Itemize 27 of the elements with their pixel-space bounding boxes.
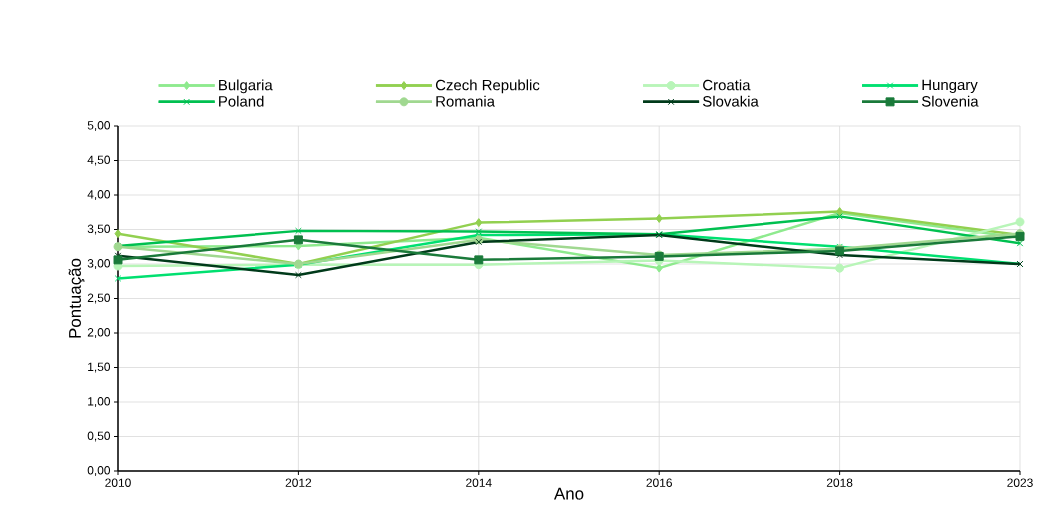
- y-tick-label: 5,00: [87, 121, 111, 131]
- y-tick-label: 2,50: [87, 293, 111, 304]
- y-tick-label: 2,00: [87, 328, 111, 338]
- y-axis-title: Pontuação: [68, 258, 85, 338]
- legend-label: Czech Republic: [435, 79, 540, 94]
- x-tick-label: 2023: [1007, 478, 1033, 487]
- legend-label: Slovenia: [921, 95, 979, 107]
- x-tick-label: 2018: [826, 478, 853, 487]
- x-tick-label: 2016: [646, 478, 672, 487]
- x-tick-label: 2014: [466, 478, 492, 487]
- x-tick-label: 2012: [285, 478, 312, 487]
- y-tick-label: 1,00: [88, 397, 111, 407]
- legend-label: Croatia: [703, 79, 751, 91]
- y-tick-label: 3,00: [87, 259, 111, 269]
- legend-label: Poland: [219, 95, 264, 107]
- x-axis-title: Ano: [553, 487, 584, 500]
- legend-label: Bulgaria: [219, 79, 273, 94]
- y-tick-label: 0,00: [87, 466, 111, 476]
- y-tick-label: 3,50: [87, 224, 111, 235]
- y-tick-label: 0,50: [87, 431, 111, 442]
- legend-label: Romania: [436, 95, 495, 107]
- x-tick-label: 2010: [105, 478, 131, 487]
- y-tick-label: 4,50: [87, 155, 111, 166]
- y-tick-label: 4,00: [87, 190, 111, 200]
- y-tick-label: 1,50: [88, 362, 111, 373]
- legend-label: Slovakia: [702, 95, 759, 107]
- legend-label: Hungary: [922, 79, 978, 94]
